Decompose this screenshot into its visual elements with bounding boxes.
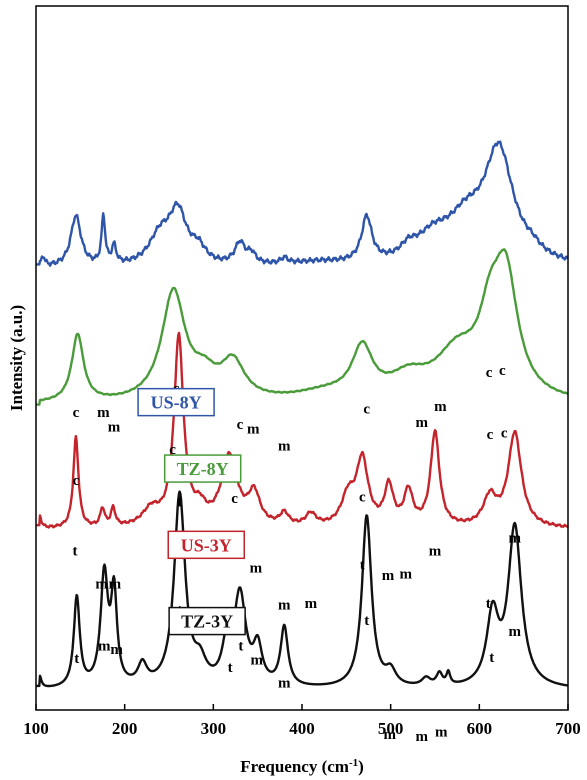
peak-label: c	[73, 473, 80, 489]
peak-label: m	[97, 405, 110, 421]
x-tick-label: 300	[201, 719, 227, 738]
series-label-us-3y: US-3Y	[181, 535, 232, 555]
x-tick-label: 600	[467, 719, 493, 738]
peak-label: m	[509, 624, 522, 640]
peak-label: m	[435, 725, 448, 741]
series-line-us-8y	[35, 140, 569, 267]
peak-label: t	[360, 557, 365, 573]
peak-label: c	[73, 405, 80, 421]
peak-label: m	[415, 415, 428, 431]
peak-label: t	[74, 651, 79, 667]
peak-label: m	[278, 598, 291, 614]
peak-annotations: cmmccmmcmmccccccccttmmtmmmtmmmtmttmmttmm…	[73, 363, 522, 745]
peak-label: c	[359, 489, 366, 505]
peak-label: t	[228, 660, 233, 676]
y-axis-title: Intensity (a.u.)	[7, 305, 26, 411]
peak-label: m	[415, 729, 428, 745]
peak-label: c	[237, 417, 244, 433]
series-label-tz-8y: TZ-8Y	[177, 459, 229, 479]
peak-label: c	[169, 442, 176, 458]
peak-label: t	[73, 544, 78, 560]
peak-label: m	[110, 642, 123, 658]
peak-label: c	[231, 491, 238, 507]
peak-label: c	[499, 363, 506, 379]
series-label-box-us-8y	[137, 387, 215, 417]
peak-label: m	[305, 596, 318, 612]
spectra-lines	[35, 140, 570, 688]
x-tick-label: 400	[289, 719, 315, 738]
peak-label: m	[98, 639, 111, 655]
x-axis-title: Frequency (cm-1)	[240, 757, 364, 776]
series-line-us-3y	[35, 331, 570, 529]
series-label-box-us-3y	[167, 530, 245, 560]
x-tick-label: 500	[378, 719, 404, 738]
peak-label: m	[95, 576, 108, 592]
series-label-box-tz-3y	[168, 606, 246, 636]
peak-label: m	[434, 399, 447, 415]
peak-label: m	[384, 727, 397, 743]
x-axis-ticks: 100 200 300 400 500 600 700	[23, 704, 581, 738]
series-label-us-8y: US-8Y	[151, 393, 202, 413]
x-tick-label: 200	[112, 719, 138, 738]
peak-label: c	[501, 425, 508, 441]
series-line-tz-3y	[35, 490, 569, 688]
series-label-tz-3y: TZ-3Y	[181, 612, 233, 632]
peak-label: m	[429, 544, 442, 560]
peak-label: m	[382, 568, 395, 584]
peak-label: m	[278, 676, 291, 692]
x-tick-label: 100	[23, 719, 49, 738]
series-label-box-tz-8y	[163, 454, 242, 483]
x-tick-label: 700	[555, 719, 581, 738]
series-line-tz-8y	[35, 248, 569, 406]
peak-label: m	[278, 439, 291, 455]
peak-label: c	[486, 365, 493, 381]
peak-label: m	[108, 420, 121, 436]
peak-label: t	[364, 613, 369, 629]
peak-label: t	[489, 650, 494, 666]
peak-label: m	[399, 566, 412, 582]
peak-label: t	[486, 596, 491, 612]
peak-label: m	[509, 530, 522, 546]
peak-label: m	[250, 561, 263, 577]
peak-label: m	[109, 576, 122, 592]
peak-label: t	[238, 639, 243, 655]
peak-label: c	[487, 427, 494, 443]
series-labels: US-8Y TZ-8Y US-3Y TZ-3Y	[137, 387, 246, 636]
peak-label: m	[247, 421, 260, 437]
peak-label: c	[363, 402, 370, 418]
peak-label: t	[177, 494, 182, 510]
peak-label: m	[251, 653, 264, 669]
